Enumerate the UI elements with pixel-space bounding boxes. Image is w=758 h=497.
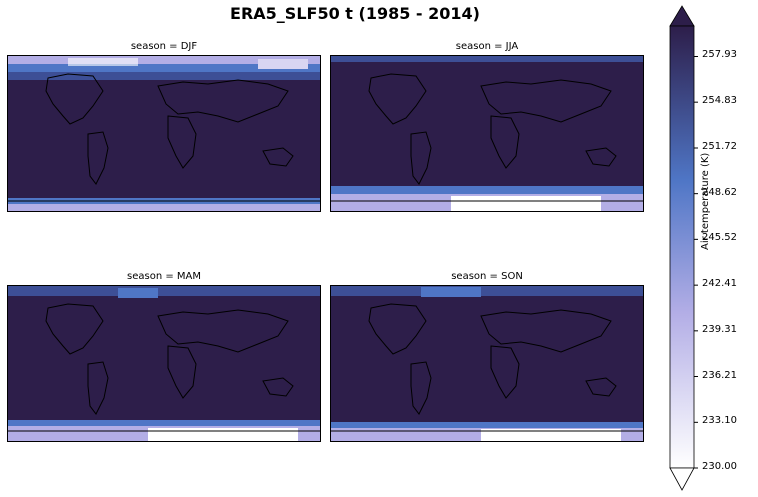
figure-title: ERA5_SLF50 t (1985 - 2014) — [230, 4, 480, 23]
colorbar-tick-label: 239.31 — [702, 323, 737, 335]
panel-title-mam: season = MAM — [127, 271, 201, 282]
colorbar-tick-label: 233.10 — [702, 415, 737, 427]
djf-south-band — [8, 198, 320, 211]
map-panel-son — [330, 285, 644, 442]
coastlines-jja — [331, 73, 643, 202]
colorbar-tick-label: 254.83 — [702, 95, 737, 107]
colorbar-extend-max — [669, 5, 695, 27]
colorbar-tick-label: 236.21 — [702, 369, 737, 381]
coastline — [45, 73, 104, 125]
coastline — [480, 79, 612, 123]
coastline — [585, 147, 617, 167]
coastline — [167, 345, 197, 399]
coastline — [45, 303, 104, 355]
colorbar-axis-label: Air temperature (K) — [700, 152, 711, 250]
djf-north-cold-band — [8, 56, 320, 80]
jja-north-band — [331, 56, 643, 62]
coastlines-son — [331, 303, 643, 432]
map-mam-svg — [8, 286, 320, 441]
map-panel-jja — [330, 55, 644, 212]
colorbar-ticks — [694, 55, 698, 469]
coastline — [410, 131, 432, 185]
colorbar-tick-label: 245.52 — [702, 232, 737, 244]
map-panel-mam — [7, 285, 321, 442]
coastline — [262, 377, 294, 397]
map-panel-djf — [7, 55, 321, 212]
colorbar-extend-min — [669, 467, 695, 491]
colorbar-tick-label: 257.93 — [702, 49, 737, 61]
coastline — [585, 377, 617, 397]
coastline — [87, 131, 109, 185]
coastline — [157, 309, 289, 353]
colorbar-tick-label: 242.41 — [702, 278, 737, 290]
mam-north-band — [8, 286, 320, 298]
map-djf-svg — [8, 56, 320, 211]
colorbar-tick-label: 230.00 — [702, 461, 737, 472]
panel-title-djf: season = DJF — [130, 41, 198, 52]
coastlines-djf — [8, 73, 320, 202]
panel-title-son: season = SON — [451, 271, 523, 282]
coastline — [480, 309, 612, 353]
colorbar-body — [669, 25, 695, 469]
panel-title-jja: season = JJA — [455, 41, 519, 52]
coastline — [157, 79, 289, 123]
coastline — [410, 361, 432, 415]
jja-south-cold-band — [331, 186, 643, 211]
coastlines-mam — [8, 303, 320, 432]
son-north-band — [331, 286, 643, 297]
coastline — [262, 147, 294, 167]
coastline — [167, 115, 197, 169]
map-son-svg — [331, 286, 643, 441]
colorbar-tick-label: 248.62 — [702, 186, 737, 198]
coastline — [490, 345, 520, 399]
colorbar-tick-label: 251.72 — [702, 140, 737, 152]
coastline — [368, 73, 427, 125]
coastline — [490, 115, 520, 169]
map-jja-svg — [331, 56, 643, 211]
coastline — [368, 303, 427, 355]
coastline — [87, 361, 109, 415]
colorbar — [669, 5, 698, 491]
